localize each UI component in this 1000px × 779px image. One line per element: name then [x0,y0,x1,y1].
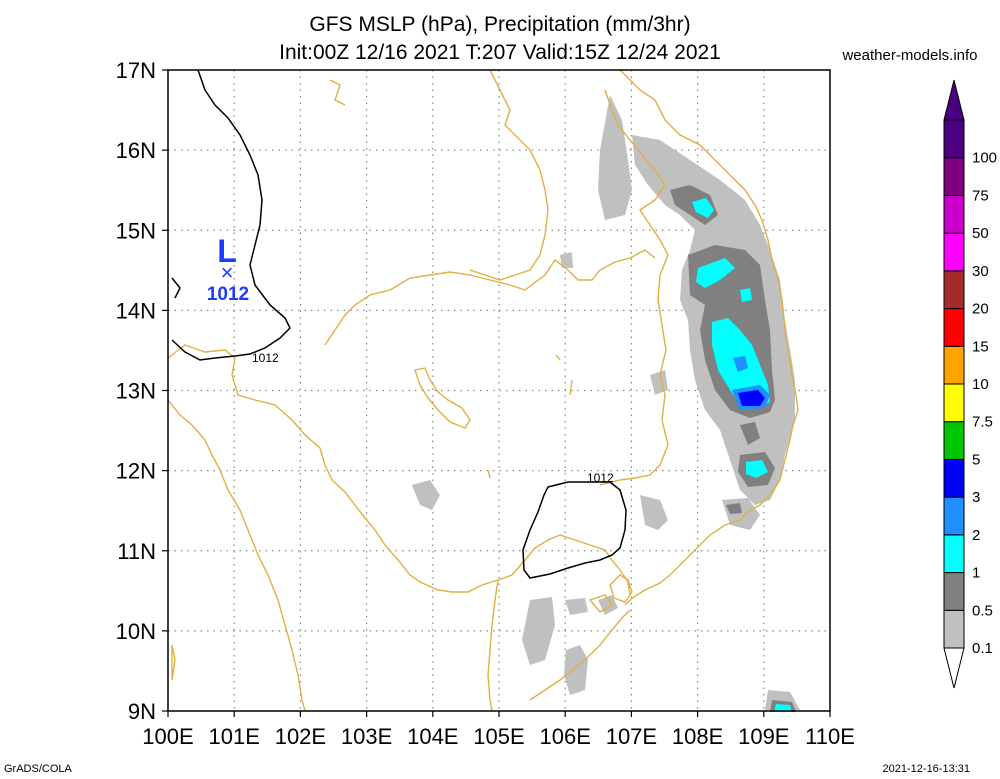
longitude-tick-label: 107E [606,724,657,749]
colorbar-swatch [943,194,965,234]
latitude-tick-label: 16N [116,138,156,163]
colorbar-label: 15 [972,338,989,355]
vietnam-laos-border [599,89,669,486]
colorbar-swatch [943,421,965,460]
precip-1-area [692,198,714,218]
low-value: 1012 [207,284,249,305]
isobar-1012-west [171,69,291,361]
latitude-tick-label: 13N [116,379,156,404]
precipitation-shading [412,95,800,712]
precip-0.1-area [522,597,555,665]
longitude-axis: 100E 101E 102E 103E 104E 105E 106E 107E 108E 109E… [142,711,855,749]
vietnam-coast [619,69,799,606]
precip-0.1-area [560,252,573,268]
isobar-1012-cambodia [522,481,627,579]
map-title-line1: GFS MSLP (hPa), Precipitation (mm/3hr) [309,13,690,36]
colorbar-label: 3 [972,489,980,506]
latitude-tick-label: 12N [116,459,156,484]
low-marker-icon: × [221,260,234,285]
colorbar-label: 30 [972,263,989,280]
latitude-tick-label: 9N [128,699,156,724]
cambodia-outline [324,249,656,346]
precip-0.5-area [726,503,742,514]
grid-lines [168,70,830,711]
longitude-tick-label: 103E [341,724,392,749]
colorbar-label: 1 [972,565,980,582]
coastlines-borders [167,69,799,712]
site-label: weather-models.info [841,47,977,64]
precip-0.1-area [598,95,632,220]
colorbar-label: 5 [972,451,980,468]
latitude-tick-label: 14N [116,298,156,323]
gulf-coast [487,579,631,712]
river-segment [487,354,573,479]
colorbar-min-arrow [943,647,965,689]
colorbar-label: 10 [972,376,989,393]
colorbar-swatch [943,572,965,611]
longitude-tick-label: 109E [738,724,789,749]
precip-0.1-area [565,598,588,615]
colorbar-label: 50 [972,225,989,242]
precip-1-area [740,288,752,302]
colorbar-swatch [943,232,965,272]
longitude-tick-label: 108E [672,724,723,749]
mekong-delta [171,574,633,681]
thailand-coast [167,344,631,596]
isobars [171,69,627,579]
precip-1-area [746,460,768,478]
latitude-tick-label: 15N [116,218,156,243]
plot-area: 1012 1012 L × 1012 [167,69,831,712]
longitude-tick-label: 105E [473,724,524,749]
colorbar-swatch [943,345,965,385]
colorbar-label: 20 [972,301,989,318]
footer-left: GrADS/COLA [4,763,73,775]
precip-colorbar: 0.1 0.5 1 2 3 5 7.5 10 15 20 30 50 75 100 [943,79,997,689]
isobar-label: 1012 [252,351,279,365]
longitude-tick-label: 100E [142,724,193,749]
colorbar-swatch [943,534,965,574]
colorbar-swatch [943,270,965,310]
longitude-tick-label: 102E [275,724,326,749]
precip-3-area [738,390,765,406]
colorbar-swatch [943,157,965,196]
latitude-tick-label: 17N [116,58,156,83]
isobar-1012-edge [171,277,181,299]
precip-1-area [696,258,735,288]
longitude-tick-label: 110E [805,724,855,749]
colorbar-label: 0.5 [972,602,993,619]
longitude-tick-label: 104E [407,724,458,749]
precip-0.1-area [412,480,440,510]
precip-0.1-area [640,495,668,530]
colorbar-swatch [943,383,965,423]
colorbar-label: 2 [972,527,980,544]
latitude-axis: 17N 16N 15N 14N 13N 12N 11N 10N 9N [116,58,168,724]
precip-2-area [733,356,748,372]
precip-0.1-area [564,645,588,695]
longitude-tick-label: 106E [540,724,591,749]
colorbar-label: 7.5 [972,414,993,431]
colorbar-swatch [943,496,965,536]
colorbar-max-arrow [943,79,965,121]
laos-thailand-border [329,69,549,281]
colorbar-label: 0.1 [972,640,993,657]
isobar-label: 1012 [587,471,614,485]
low-pressure-center: L × 1012 [207,233,249,305]
colorbar-label: 100 [972,150,997,167]
colorbar-swatch [943,458,965,498]
low-symbol: L [217,233,237,269]
footer-right: 2021-12-16-13:31 [883,763,970,775]
map-title-line2: Init:00Z 12/16 2021 T:207 Valid:15Z 12/2… [279,41,721,64]
colorbar-swatch [943,308,965,347]
colorbar-swatch [943,119,965,159]
colorbar-swatch [943,609,965,649]
colorbar-label: 75 [972,187,989,204]
latitude-tick-label: 10N [116,619,156,644]
thailand-west-coast [167,399,306,712]
tonle-sap-lake [414,367,471,429]
longitude-tick-label: 101E [209,724,260,749]
latitude-tick-label: 11N [117,539,156,564]
precip-0.5-area [740,422,760,445]
precip-1-area [774,704,792,712]
